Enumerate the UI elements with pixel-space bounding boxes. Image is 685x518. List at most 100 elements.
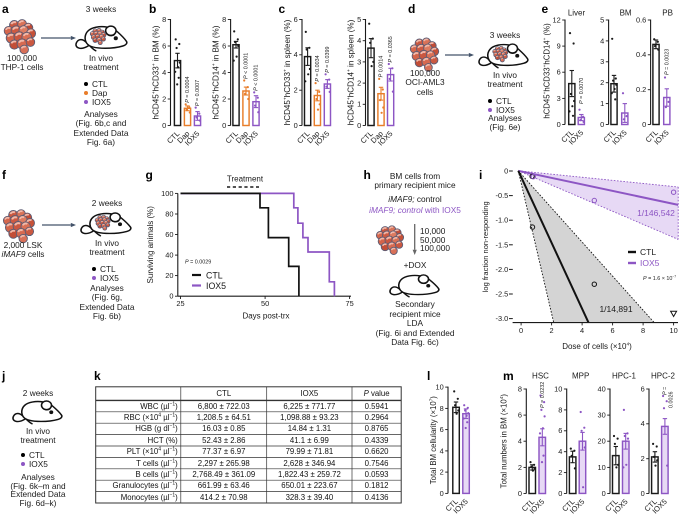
svg-text:4: 4 xyxy=(641,419,645,428)
svg-text:P = 0.0004: P = 0.0004 xyxy=(185,77,191,103)
svg-text:P = 0.0029: P = 0.0029 xyxy=(185,260,211,266)
svg-text:4: 4 xyxy=(558,447,562,456)
svg-text:4: 4 xyxy=(600,36,604,45)
svg-text:Total numbers in BM (×104): Total numbers in BM (×104) xyxy=(499,394,508,489)
svg-text:5: 5 xyxy=(600,15,604,24)
svg-text:P 0.0014: P 0.0014 xyxy=(379,56,385,78)
svg-text:-2.0: -2.0 xyxy=(496,265,509,274)
svg-text:20: 20 xyxy=(597,437,605,446)
svg-text:Surviving animals (%): Surviving animals (%) xyxy=(146,206,155,284)
svg-text:0: 0 xyxy=(504,167,508,176)
svg-text:6: 6 xyxy=(641,384,645,393)
svg-text:0: 0 xyxy=(558,489,562,498)
svg-text:0.0026: 0.0026 xyxy=(668,392,674,409)
svg-text:-3.0: -3.0 xyxy=(496,314,509,323)
svg-text:MPP: MPP xyxy=(572,372,589,381)
svg-text:Days post-trx: Days post-trx xyxy=(242,312,289,321)
svg-text:hCD45+hCD33+hCD14+ (%): hCD45+hCD33+hCD14+ (%) xyxy=(542,23,551,119)
svg-text:10: 10 xyxy=(554,384,562,393)
svg-text:8: 8 xyxy=(558,405,562,414)
svg-text:hCD45+hCD33+ in BM (%): hCD45+hCD33+ in BM (%) xyxy=(152,25,161,119)
svg-text:10: 10 xyxy=(669,326,677,335)
svg-text:P = 0.0007: P = 0.0007 xyxy=(195,80,201,106)
svg-text:2: 2 xyxy=(558,468,562,477)
svg-text:10: 10 xyxy=(597,463,605,472)
svg-text:CTL: CTL xyxy=(640,247,656,257)
svg-text:2: 2 xyxy=(440,468,444,477)
svg-text:1: 1 xyxy=(357,100,361,109)
svg-text:5: 5 xyxy=(357,15,361,24)
svg-text:-0.5: -0.5 xyxy=(496,191,509,200)
svg-text:HPC-2: HPC-2 xyxy=(651,372,676,381)
svg-text:log fraction non-responding: log fraction non-responding xyxy=(481,201,490,292)
svg-text:9: 9 xyxy=(557,42,561,51)
svg-text:25: 25 xyxy=(176,299,184,308)
svg-text:3: 3 xyxy=(600,57,604,66)
svg-text:2: 2 xyxy=(600,78,604,87)
svg-text:-1.5: -1.5 xyxy=(496,240,509,249)
svg-text:3: 3 xyxy=(357,57,361,66)
svg-text:20: 20 xyxy=(165,271,173,280)
svg-text:PB: PB xyxy=(662,9,673,18)
svg-text:6: 6 xyxy=(294,15,298,24)
svg-text:P = 0.0023: P = 0.0023 xyxy=(664,49,670,75)
svg-text:0: 0 xyxy=(518,489,522,498)
svg-text:hCD45+hCD14+ in BM (%): hCD45+hCD14+ in BM (%) xyxy=(212,25,221,119)
svg-text:hCD45+hCD14+ in spleen (%): hCD45+hCD14+ in spleen (%) xyxy=(347,19,356,125)
svg-text:0.2: 0.2 xyxy=(636,85,646,94)
svg-text:0: 0 xyxy=(642,120,646,129)
svg-text:Dose of cells (×104): Dose of cells (×104) xyxy=(562,342,632,351)
svg-text:hCD45+hCD33+ in spleen (%): hCD45+hCD33+ in spleen (%) xyxy=(283,19,292,125)
svg-text:P < 0.0001: P < 0.0001 xyxy=(244,53,250,79)
svg-text:6: 6 xyxy=(518,411,522,420)
svg-text:30: 30 xyxy=(597,411,605,420)
svg-text:3: 3 xyxy=(557,94,561,103)
svg-text:60: 60 xyxy=(165,230,173,239)
svg-text:0: 0 xyxy=(169,292,173,301)
svg-text:50: 50 xyxy=(261,299,269,308)
svg-text:4: 4 xyxy=(580,326,584,335)
svg-text:4: 4 xyxy=(294,50,298,59)
svg-text:0.4: 0.4 xyxy=(636,50,646,59)
svg-text:P = 0.0070: P = 0.0070 xyxy=(579,78,585,104)
svg-text:2: 2 xyxy=(641,454,645,463)
svg-text:P = 0.0232: P = 0.0232 xyxy=(540,382,546,408)
svg-text:2: 2 xyxy=(294,86,298,95)
svg-text:2: 2 xyxy=(518,463,522,472)
svg-text:6: 6 xyxy=(557,68,561,77)
svg-text:P = 0.0034: P = 0.0034 xyxy=(315,55,321,81)
svg-text:100: 100 xyxy=(161,189,173,198)
svg-text:0: 0 xyxy=(294,121,298,130)
svg-text:0.6: 0.6 xyxy=(636,15,646,24)
svg-text:0: 0 xyxy=(440,489,444,498)
svg-text:2: 2 xyxy=(222,94,226,103)
svg-text:1: 1 xyxy=(600,99,604,108)
svg-text:8: 8 xyxy=(162,15,166,24)
svg-text:8: 8 xyxy=(222,15,226,24)
svg-text:40: 40 xyxy=(165,251,173,260)
svg-text:12: 12 xyxy=(552,15,560,24)
svg-text:4: 4 xyxy=(162,68,166,77)
svg-text:4: 4 xyxy=(518,437,522,446)
svg-text:Liver: Liver xyxy=(568,9,586,18)
svg-text:0: 0 xyxy=(519,326,523,335)
svg-text:IOX5: IOX5 xyxy=(640,258,660,268)
svg-text:0: 0 xyxy=(557,120,561,129)
svg-text:P =: P = xyxy=(663,387,669,395)
svg-text:P = 0.0399: P = 0.0399 xyxy=(325,47,331,73)
svg-text:Treatment: Treatment xyxy=(227,175,264,184)
svg-text:0: 0 xyxy=(600,120,604,129)
svg-text:80: 80 xyxy=(165,210,173,219)
svg-text:6: 6 xyxy=(162,41,166,50)
svg-text:2: 2 xyxy=(162,94,166,103)
svg-text:HPC-1: HPC-1 xyxy=(612,372,637,381)
svg-text:P = 1.6 × 10−7: P = 1.6 × 10−7 xyxy=(643,275,676,282)
svg-text:P = 0.0365: P = 0.0365 xyxy=(388,36,394,62)
svg-text:2: 2 xyxy=(357,79,361,88)
svg-text:4: 4 xyxy=(440,446,444,455)
svg-text:-2.5: -2.5 xyxy=(496,290,509,299)
svg-text:6: 6 xyxy=(440,425,444,434)
svg-text:0: 0 xyxy=(222,121,226,130)
svg-text:0: 0 xyxy=(602,489,606,498)
svg-text:HSC: HSC xyxy=(532,372,549,381)
